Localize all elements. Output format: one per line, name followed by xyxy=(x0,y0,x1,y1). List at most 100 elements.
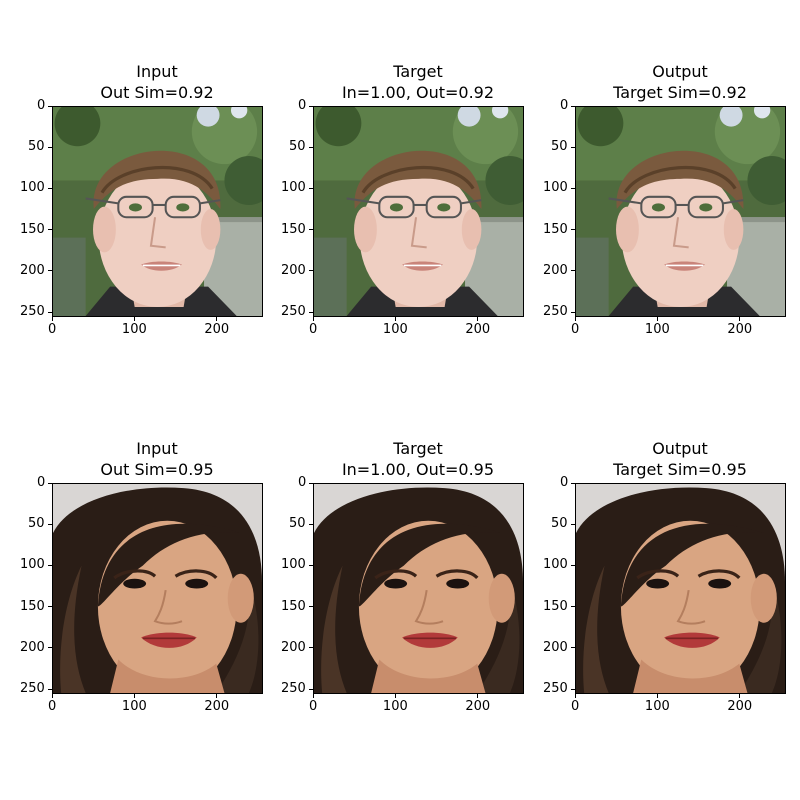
x-tick-label: 200 xyxy=(204,322,230,337)
y-tick-label: 50 xyxy=(551,516,568,532)
face-image-woman xyxy=(314,484,523,693)
y-tick xyxy=(48,311,52,313)
y-tick-label: 0 xyxy=(37,98,46,113)
x-tick xyxy=(133,317,135,321)
panel-title-6: Output Target Sim=0.95 xyxy=(613,439,747,479)
y-tick xyxy=(309,647,313,649)
y-tick-label: 50 xyxy=(28,516,45,532)
y-tick xyxy=(571,105,575,107)
x-tick xyxy=(574,694,576,698)
y-tick xyxy=(571,482,575,484)
panel-title-5: Target In=1.00, Out=0.95 xyxy=(341,439,495,479)
image-frame xyxy=(52,106,263,317)
x-tick xyxy=(477,317,479,321)
image-panel-4: 0 100 200 0 50 100 150 200 250 xyxy=(20,476,263,714)
y-tick xyxy=(571,523,575,525)
y-tick-label: 200 xyxy=(20,262,45,278)
y-tick-label: 50 xyxy=(289,139,306,155)
y-tick xyxy=(571,146,575,148)
y-tick xyxy=(48,606,52,608)
y-tick xyxy=(571,311,575,313)
x-tick xyxy=(394,317,396,321)
y-tick-label: 0 xyxy=(37,475,46,490)
y-tick-label: 0 xyxy=(298,98,307,113)
y-tick-label: 200 xyxy=(543,639,568,655)
y-tick xyxy=(309,523,313,525)
image-panel-2: 0 100 200 0 50 100 150 200 250 xyxy=(281,99,524,337)
y-tick-label: 250 xyxy=(281,304,306,320)
y-tick xyxy=(571,647,575,649)
x-tick-label: 200 xyxy=(465,322,491,337)
x-tick-label: 0 xyxy=(571,322,580,337)
x-tick xyxy=(51,694,53,698)
y-tick xyxy=(48,564,52,566)
y-tick xyxy=(571,606,575,608)
y-tick xyxy=(48,688,52,690)
y-tick-label: 150 xyxy=(543,221,568,237)
y-tick-label: 50 xyxy=(551,139,568,155)
x-tick-label: 100 xyxy=(644,699,670,714)
y-tick xyxy=(48,229,52,231)
image-panel-6: 0 100 200 0 50 100 150 200 250 xyxy=(543,476,786,714)
y-tick-label: 100 xyxy=(543,180,568,196)
panel-title-2: Target In=1.00, Out=0.92 xyxy=(341,62,495,102)
y-tick xyxy=(571,270,575,272)
panel-title-4: Input Out Sim=0.95 xyxy=(100,439,214,479)
image-frame xyxy=(52,483,263,694)
y-tick xyxy=(571,564,575,566)
y-tick-label: 250 xyxy=(281,681,306,697)
x-tick-label: 100 xyxy=(121,699,147,714)
y-tick-label: 200 xyxy=(543,262,568,278)
x-tick xyxy=(656,694,658,698)
y-tick-label: 150 xyxy=(20,598,45,614)
y-tick xyxy=(48,146,52,148)
y-tick-label: 150 xyxy=(20,221,45,237)
y-tick-label: 200 xyxy=(281,262,306,278)
x-tick-label: 0 xyxy=(309,699,318,714)
x-tick-label: 0 xyxy=(48,699,57,714)
y-tick-label: 100 xyxy=(20,557,45,573)
image-panel-5: 0 100 200 0 50 100 150 200 250 xyxy=(281,476,524,714)
y-tick-label: 100 xyxy=(281,557,306,573)
x-tick-label: 0 xyxy=(571,699,580,714)
x-tick-label: 0 xyxy=(48,322,57,337)
y-tick xyxy=(309,688,313,690)
y-tick xyxy=(48,523,52,525)
y-tick-label: 250 xyxy=(543,304,568,320)
x-tick-label: 100 xyxy=(121,322,147,337)
image-frame xyxy=(575,483,786,694)
x-tick-label: 200 xyxy=(727,322,753,337)
x-tick xyxy=(216,694,218,698)
y-tick xyxy=(309,311,313,313)
face-image-man xyxy=(314,107,523,316)
face-image-woman xyxy=(53,484,262,693)
x-tick xyxy=(216,317,218,321)
y-tick xyxy=(309,482,313,484)
y-tick xyxy=(48,482,52,484)
y-tick-label: 150 xyxy=(543,598,568,614)
y-tick-label: 100 xyxy=(543,557,568,573)
y-tick xyxy=(48,270,52,272)
y-tick xyxy=(571,229,575,231)
face-image-man xyxy=(576,107,785,316)
x-tick-label: 100 xyxy=(382,699,408,714)
y-tick xyxy=(309,229,313,231)
x-tick xyxy=(477,694,479,698)
y-tick-label: 100 xyxy=(281,180,306,196)
image-frame xyxy=(313,483,524,694)
y-tick-label: 50 xyxy=(289,516,306,532)
x-tick xyxy=(574,317,576,321)
y-tick-label: 250 xyxy=(543,681,568,697)
image-panel-1: 0 100 200 0 50 100 150 200 250 xyxy=(20,99,263,337)
y-tick xyxy=(309,270,313,272)
image-frame xyxy=(313,106,524,317)
y-tick xyxy=(309,187,313,189)
y-tick-label: 250 xyxy=(20,681,45,697)
x-tick xyxy=(312,694,314,698)
x-tick-label: 100 xyxy=(382,322,408,337)
y-tick xyxy=(48,105,52,107)
x-tick-label: 200 xyxy=(204,699,230,714)
x-tick xyxy=(656,317,658,321)
image-frame xyxy=(575,106,786,317)
x-tick xyxy=(312,317,314,321)
